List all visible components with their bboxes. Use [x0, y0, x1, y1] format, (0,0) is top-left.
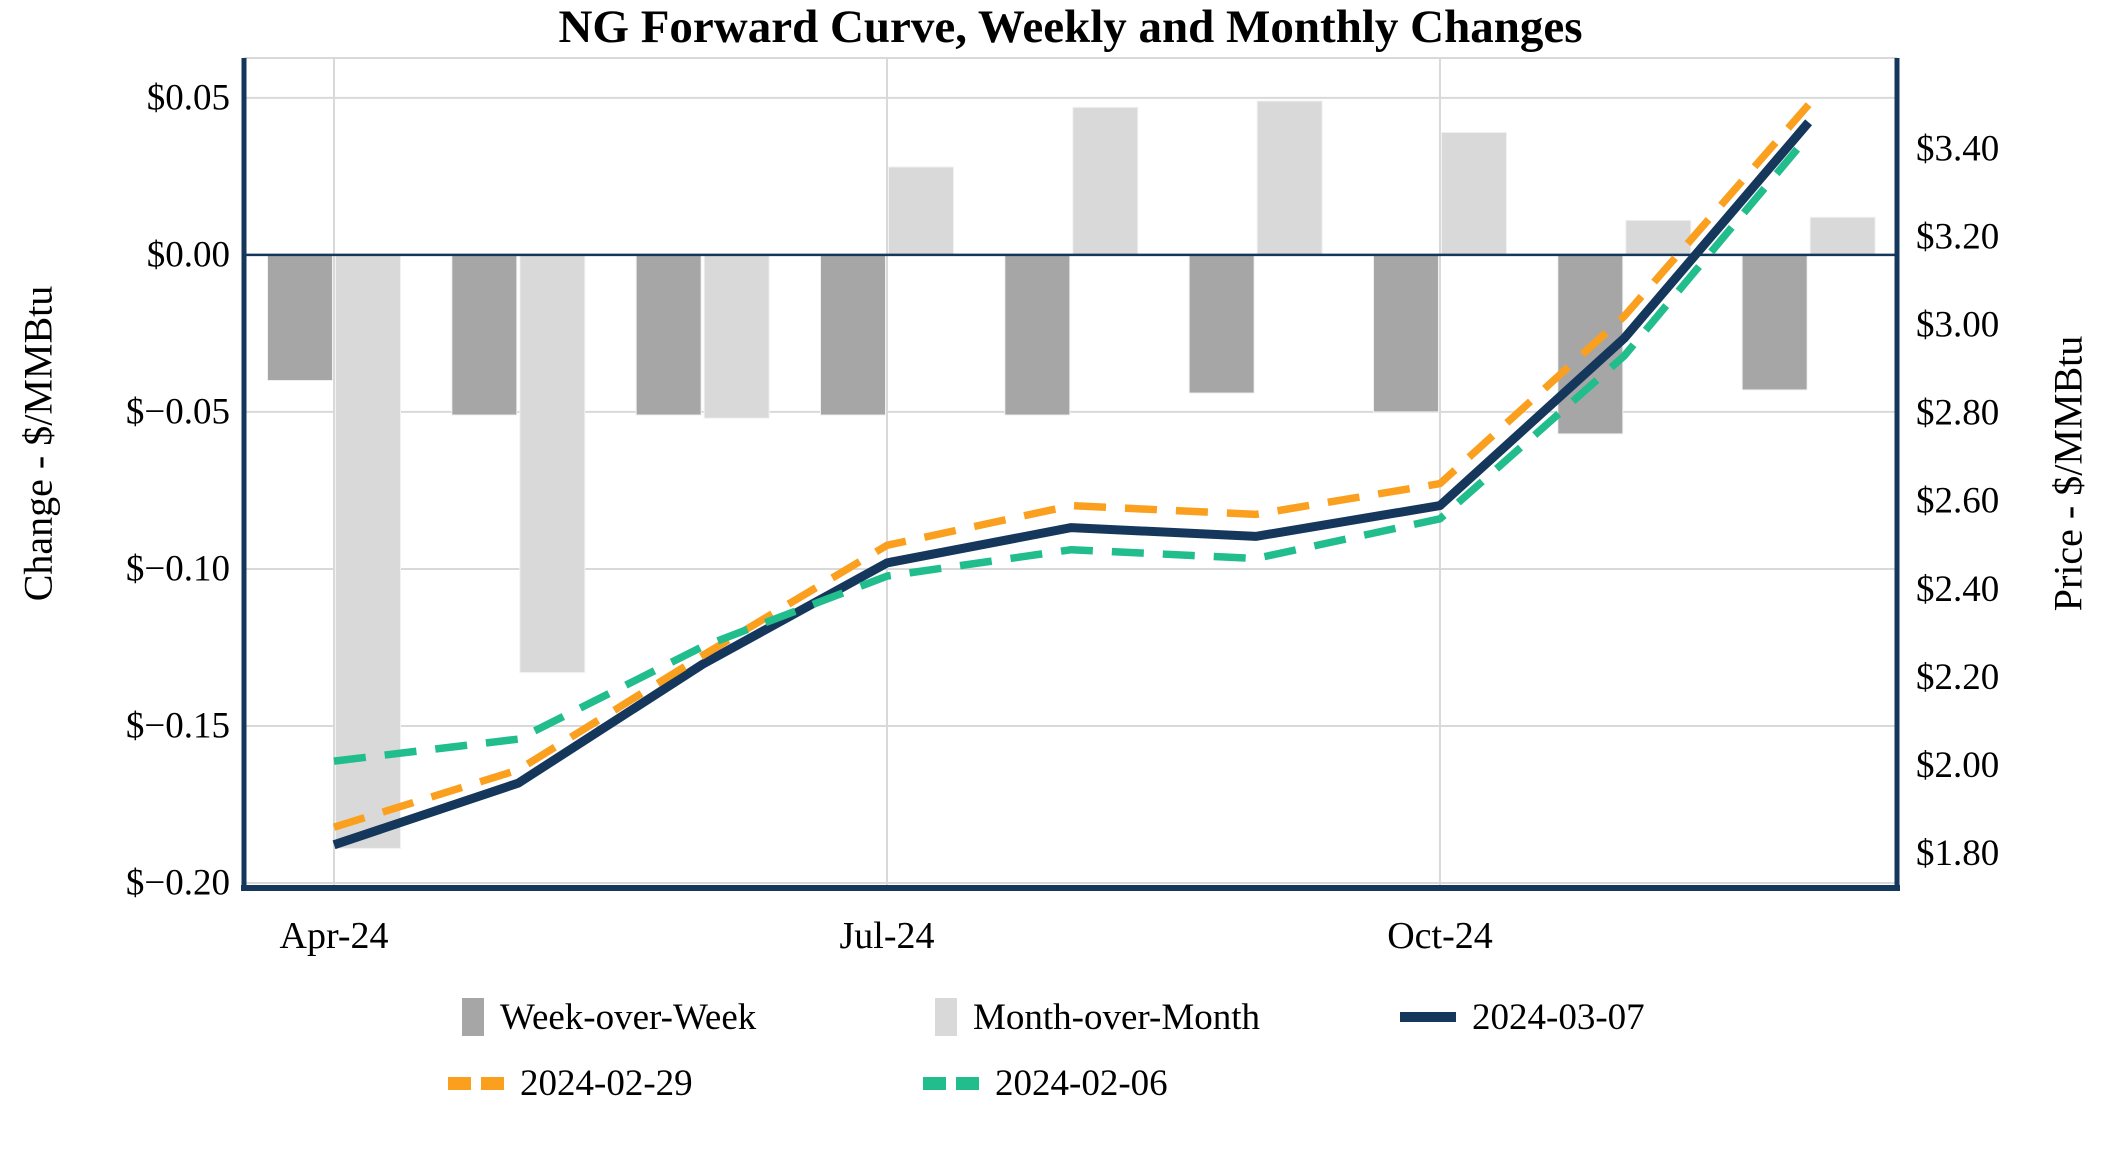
- legend-label-2024-03-07: 2024-03-07: [1472, 996, 1645, 1038]
- line-2024-02-06: [333, 133, 1812, 765]
- right-tick-label: $3.40: [1916, 128, 1999, 169]
- bar-month-over-month-Apr-24: [335, 254, 401, 849]
- chart-title: NG Forward Curve, Weekly and Monthly Cha…: [558, 1, 1583, 53]
- right-axis-tick-labels: $3.40 $3.20 $3.00 $2.80 $2.60 $2.40 $2.20 $2.00…: [1916, 128, 1999, 874]
- green-dashed-swatch-icon: [923, 1076, 979, 1090]
- bar-week-over-week-Dec-24: [1741, 254, 1808, 391]
- right-tick-label: $2.40: [1916, 569, 1999, 610]
- x-tick-label-Apr-24: Apr-24: [280, 915, 389, 957]
- bar-week-over-week-Oct-24: [1372, 254, 1439, 413]
- left-tick-label: $−0.15: [126, 705, 230, 746]
- bar-week-over-week-Sep-24: [1188, 254, 1255, 394]
- axis-borders: [241, 58, 1900, 891]
- bar-week-over-week-Aug-24: [1004, 254, 1071, 416]
- left-tick-label: $−0.10: [126, 548, 230, 589]
- right-tick-label: $3.00: [1916, 304, 1999, 345]
- bar-month-over-month-Jul-24: [887, 166, 954, 256]
- right-tick-label: $1.80: [1916, 833, 1999, 874]
- right-tick-label: $2.20: [1916, 657, 1999, 698]
- bar-month-over-month-Jun-24: [703, 254, 770, 419]
- bar-series-month-over-month: [335, 100, 1876, 849]
- legend-item-2024-02-29: 2024-02-29: [448, 1060, 693, 1106]
- left-tick-label: $0.05: [147, 77, 230, 118]
- line-2024-02-29: [332, 102, 1812, 831]
- bar-month-over-month-Aug-24: [1072, 106, 1139, 256]
- left-tick-label: $−0.05: [126, 391, 230, 432]
- x-tick-label-Oct-24: Oct-24: [1387, 915, 1493, 957]
- legend-label-month-over-month: Month-over-Month: [973, 996, 1261, 1038]
- bar-week-over-week-Apr-24: [267, 254, 333, 382]
- bar-week-over-week-Jul-24: [819, 254, 886, 416]
- bar-month-over-month-Dec-24: [1809, 216, 1876, 256]
- right-tick-label: $3.20: [1916, 216, 1999, 257]
- legend-item-month-over-month: Month-over-Month: [935, 994, 1260, 1040]
- left-tick-label: $−0.20: [126, 862, 230, 903]
- bar-month-over-month-Nov-24: [1625, 219, 1692, 256]
- left-tick-label: $0.00: [147, 234, 230, 275]
- legend-item-2024-02-06: 2024-02-06: [923, 1060, 1168, 1106]
- x-axis-tick-labels: Apr-24 Jul-24 Oct-24: [280, 915, 1493, 957]
- legend-item-2024-03-07: 2024-03-07: [1400, 994, 1645, 1040]
- right-tick-label: $2.60: [1916, 481, 1999, 522]
- legend-item-week-over-week: Week-over-Week: [462, 994, 756, 1040]
- legend-label-week-over-week: Week-over-Week: [500, 996, 757, 1038]
- bar-month-over-month-Oct-24: [1440, 131, 1507, 256]
- right-tick-label: $2.80: [1916, 393, 1999, 434]
- legend-label-2024-02-29: 2024-02-29: [520, 1062, 693, 1104]
- right-tick-label: $2.00: [1916, 745, 1999, 786]
- bar-week-over-week-May-24: [451, 254, 518, 416]
- gridlines: [244, 57, 1897, 888]
- bar-week-over-week-Jun-24: [635, 254, 702, 416]
- legend-label-2024-02-06: 2024-02-06: [995, 1062, 1168, 1104]
- left-axis-tick-labels: $0.05 $0.00 $−0.05 $−0.10 $−0.15 $−0.20: [126, 77, 230, 903]
- x-tick-label-Jul-24: Jul-24: [839, 915, 934, 957]
- solid-line-swatch-icon: [1400, 1012, 1456, 1022]
- month-over-month-swatch-icon: [935, 998, 957, 1036]
- line-2024-03-07: [332, 119, 1813, 850]
- bar-month-over-month-May-24: [519, 254, 586, 674]
- bar-month-over-month-Sep-24: [1256, 100, 1323, 256]
- chart-plot: $0.05$0.00$−0.05$−0.10$−0.15$−0.20$3.40$…: [126, 57, 1999, 957]
- bar-series-week-over-week: [267, 254, 1808, 435]
- week-over-week-swatch-icon: [462, 998, 484, 1036]
- orange-dashed-swatch-icon: [448, 1076, 504, 1090]
